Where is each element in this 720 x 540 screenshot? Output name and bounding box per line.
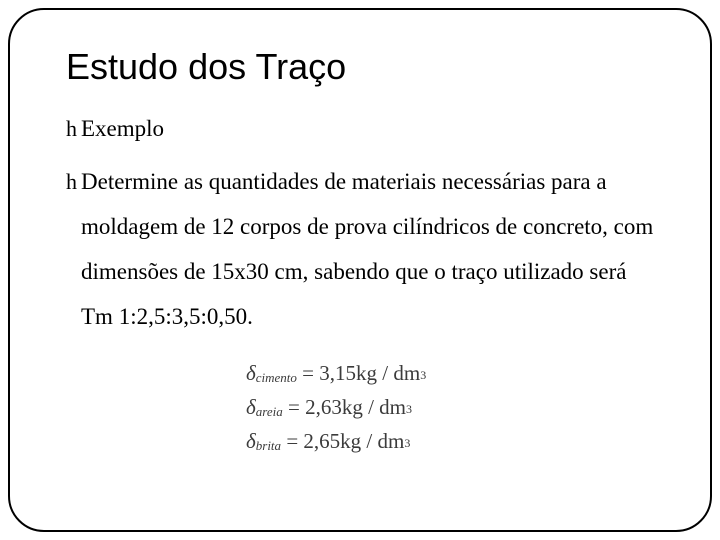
body-text: Determine as quantidades de materiais ne… bbox=[81, 160, 654, 339]
eq-value: 3,15 bbox=[319, 357, 356, 391]
eq-subscript: cimento bbox=[256, 368, 297, 389]
eq-slash: / bbox=[377, 357, 393, 391]
equation-row: δ brita = 2,65 kg / dm 3 bbox=[246, 425, 654, 459]
eq-exp: 3 bbox=[404, 434, 410, 453]
eq-subscript: brita bbox=[256, 436, 281, 457]
eq-equals: = bbox=[283, 391, 305, 425]
eq-exp: 3 bbox=[406, 400, 412, 419]
equation-row: δ cimento = 3,15 kg / dm 3 bbox=[246, 357, 654, 391]
eq-unit-den: dm bbox=[379, 391, 406, 425]
bullet-exemplo-label: Exemplo bbox=[81, 116, 164, 142]
eq-unit-num: kg bbox=[342, 391, 363, 425]
eq-slash: / bbox=[363, 391, 379, 425]
equation-row: δ areia = 2,63 kg / dm 3 bbox=[246, 391, 654, 425]
eq-equals: = bbox=[297, 357, 319, 391]
eq-symbol: δ bbox=[246, 357, 256, 391]
eq-exp: 3 bbox=[420, 366, 426, 385]
bullet-exemplo: h Exemplo bbox=[66, 116, 654, 142]
eq-slash: / bbox=[361, 425, 377, 459]
eq-value: 2,63 bbox=[305, 391, 342, 425]
eq-unit-num: kg bbox=[356, 357, 377, 391]
eq-equals: = bbox=[281, 425, 303, 459]
eq-unit-den: dm bbox=[393, 357, 420, 391]
eq-unit-num: kg bbox=[340, 425, 361, 459]
bullet-icon: h bbox=[66, 116, 77, 142]
slide-frame: Estudo dos Traço h Exemplo h Determine a… bbox=[8, 8, 712, 532]
eq-symbol: δ bbox=[246, 391, 256, 425]
eq-unit-den: dm bbox=[378, 425, 405, 459]
slide-title: Estudo dos Traço bbox=[66, 46, 654, 88]
eq-symbol: δ bbox=[246, 425, 256, 459]
equations-block: δ cimento = 3,15 kg / dm 3 δ areia = 2,6… bbox=[246, 357, 654, 458]
eq-value: 2,65 bbox=[303, 425, 340, 459]
bullet-body: h Determine as quantidades de materiais … bbox=[66, 160, 654, 339]
bullet-icon: h bbox=[66, 169, 77, 195]
eq-subscript: areia bbox=[256, 402, 283, 423]
